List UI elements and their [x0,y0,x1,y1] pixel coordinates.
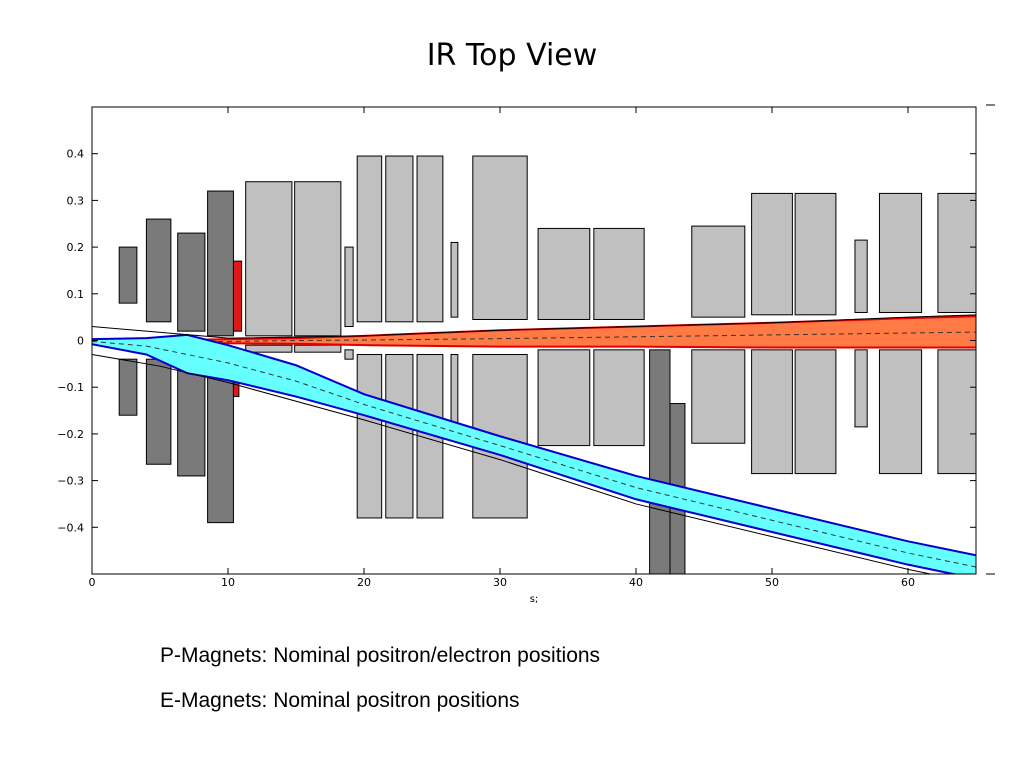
caption-e-magnets: E-Magnets: Nominal positron positions [160,689,520,712]
magnet [794,349,837,475]
magnet [344,349,354,360]
magnet [854,239,868,313]
x-tick-label: 40 [629,576,643,589]
magnet [854,349,868,428]
magnet [649,349,671,574]
y-tick-label: 0.2 [67,241,85,254]
x-tick-label: 30 [493,576,507,589]
magnet [177,368,206,477]
y-tick-label: −0.4 [57,521,84,534]
magnet [344,246,354,327]
magnet [245,181,293,337]
magnet [537,349,591,447]
magnet [751,349,793,475]
magnet [118,358,138,416]
electron-beam-envelope [92,334,976,574]
magnet [385,155,414,323]
magnet [245,344,293,353]
y-tick-label: −0.1 [57,381,84,394]
magnet [878,192,923,313]
magnet [416,155,444,323]
magnet [232,260,243,332]
slide-title: IR Top View [426,38,598,73]
ir-top-view-chart: −0.4 −0.3 −0.2 −0.1 0 0.1 0.2 0.3 0.4 0 10 20 30 40 50… [57,104,995,605]
magnet [593,227,645,320]
y-tick-label: −0.2 [57,428,84,441]
magnet [751,192,793,316]
magnet [537,227,591,320]
magnet [691,349,746,444]
x-axis-label: s; [530,594,539,605]
magnet [385,354,414,519]
electron-beam-lower-edge [92,343,959,574]
magnet [878,349,923,475]
aperture-outline-bottom [92,354,934,574]
magnet [937,349,976,475]
y-tick-label: 0.4 [67,148,85,161]
magnet [207,190,234,337]
magnet [294,181,342,337]
magnet [118,246,138,304]
y-tick-label: 0.1 [67,288,85,301]
x-tick-label: 60 [901,576,915,589]
plot-content [92,155,976,574]
magnet [794,192,837,316]
x-tick-label: 50 [765,576,779,589]
magnet [937,192,976,313]
magnet [145,218,172,323]
electron-beam-centerline [92,340,976,568]
magnet [472,155,528,320]
magnet [145,358,172,465]
magnet [177,232,206,332]
magnet [691,225,746,318]
magnet [450,241,459,318]
electron-beam-upper-edge [92,333,976,557]
x-tick-label: 10 [221,576,235,589]
magnet [207,377,234,524]
x-tick-label: 0 [89,576,96,589]
x-tick-label: 20 [357,576,371,589]
y-tick-label: −0.3 [57,475,84,488]
magnet [450,354,459,430]
caption-p-magnets: P-Magnets: Nominal positron/electron pos… [160,644,601,667]
magnet [356,155,383,323]
magnet [356,354,383,519]
y-tick-label: 0 [77,335,84,348]
magnet [294,344,342,353]
magnet [593,349,645,447]
y-tick-label: 0.3 [67,194,85,207]
aperture-outline-top [92,314,976,339]
